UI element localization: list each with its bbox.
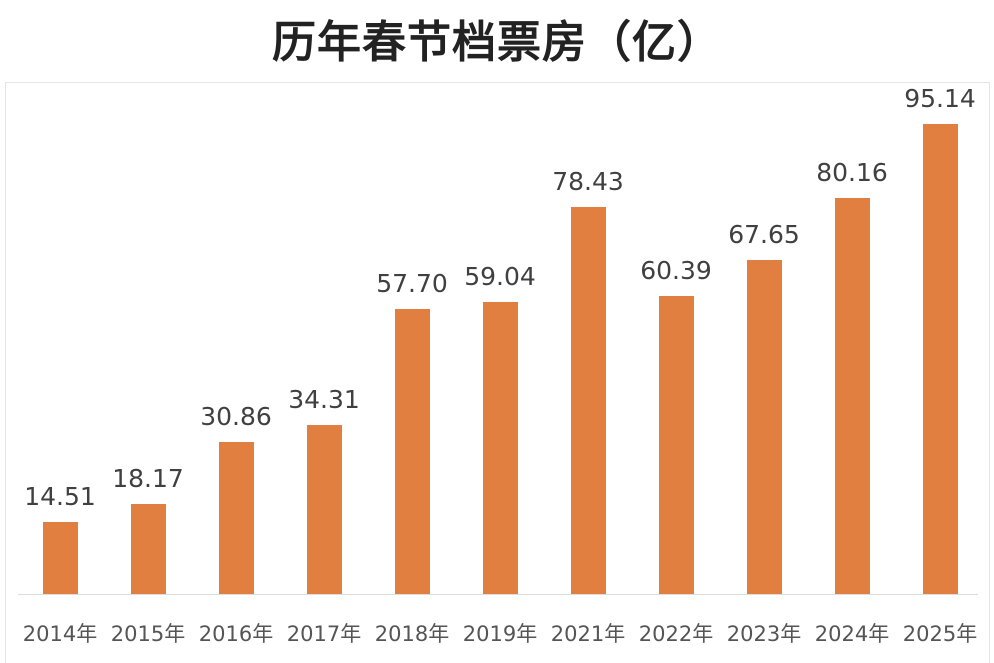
- x-tick-label: 2019年: [462, 622, 538, 646]
- x-tick-label: 2024年: [814, 622, 890, 646]
- data-label: 80.16: [816, 158, 888, 187]
- data-label: 95.14: [904, 84, 976, 113]
- bar: [482, 302, 518, 594]
- bar: [218, 441, 254, 594]
- x-tick-label: 2021年: [550, 622, 626, 646]
- x-tick-label: 2022年: [638, 622, 714, 646]
- bar: [42, 522, 78, 594]
- x-tick-label: 2023年: [726, 622, 802, 646]
- x-tick-label: 2014年: [22, 622, 98, 646]
- x-tick-label: 2016年: [198, 622, 274, 646]
- x-tick-label: 2017年: [286, 622, 362, 646]
- bar: [570, 206, 606, 594]
- plot-area: [5, 82, 990, 663]
- data-label: 30.86: [200, 401, 272, 431]
- data-label: 14.51: [24, 482, 96, 512]
- data-label: 67.65: [728, 219, 800, 249]
- data-label: 57.70: [376, 268, 448, 298]
- x-tick-label: 2025年: [902, 622, 978, 646]
- x-tick-label: 2018年: [374, 622, 450, 646]
- data-label: 18.17: [112, 464, 184, 494]
- x-tick-label: 2015年: [110, 622, 186, 646]
- data-label: 78.43: [552, 166, 624, 196]
- bar: [130, 504, 166, 594]
- bar: [394, 308, 430, 594]
- bar: [306, 424, 342, 594]
- data-label: 59.04: [464, 262, 536, 292]
- bar: [834, 198, 870, 594]
- bar: [658, 295, 694, 594]
- data-label: 60.39: [640, 255, 712, 285]
- bar: [746, 259, 782, 594]
- data-label: 34.31: [288, 384, 360, 414]
- bar: [922, 124, 958, 594]
- x-axis-line: [18, 594, 978, 595]
- chart-title: 历年春节档票房（亿）: [272, 17, 722, 68]
